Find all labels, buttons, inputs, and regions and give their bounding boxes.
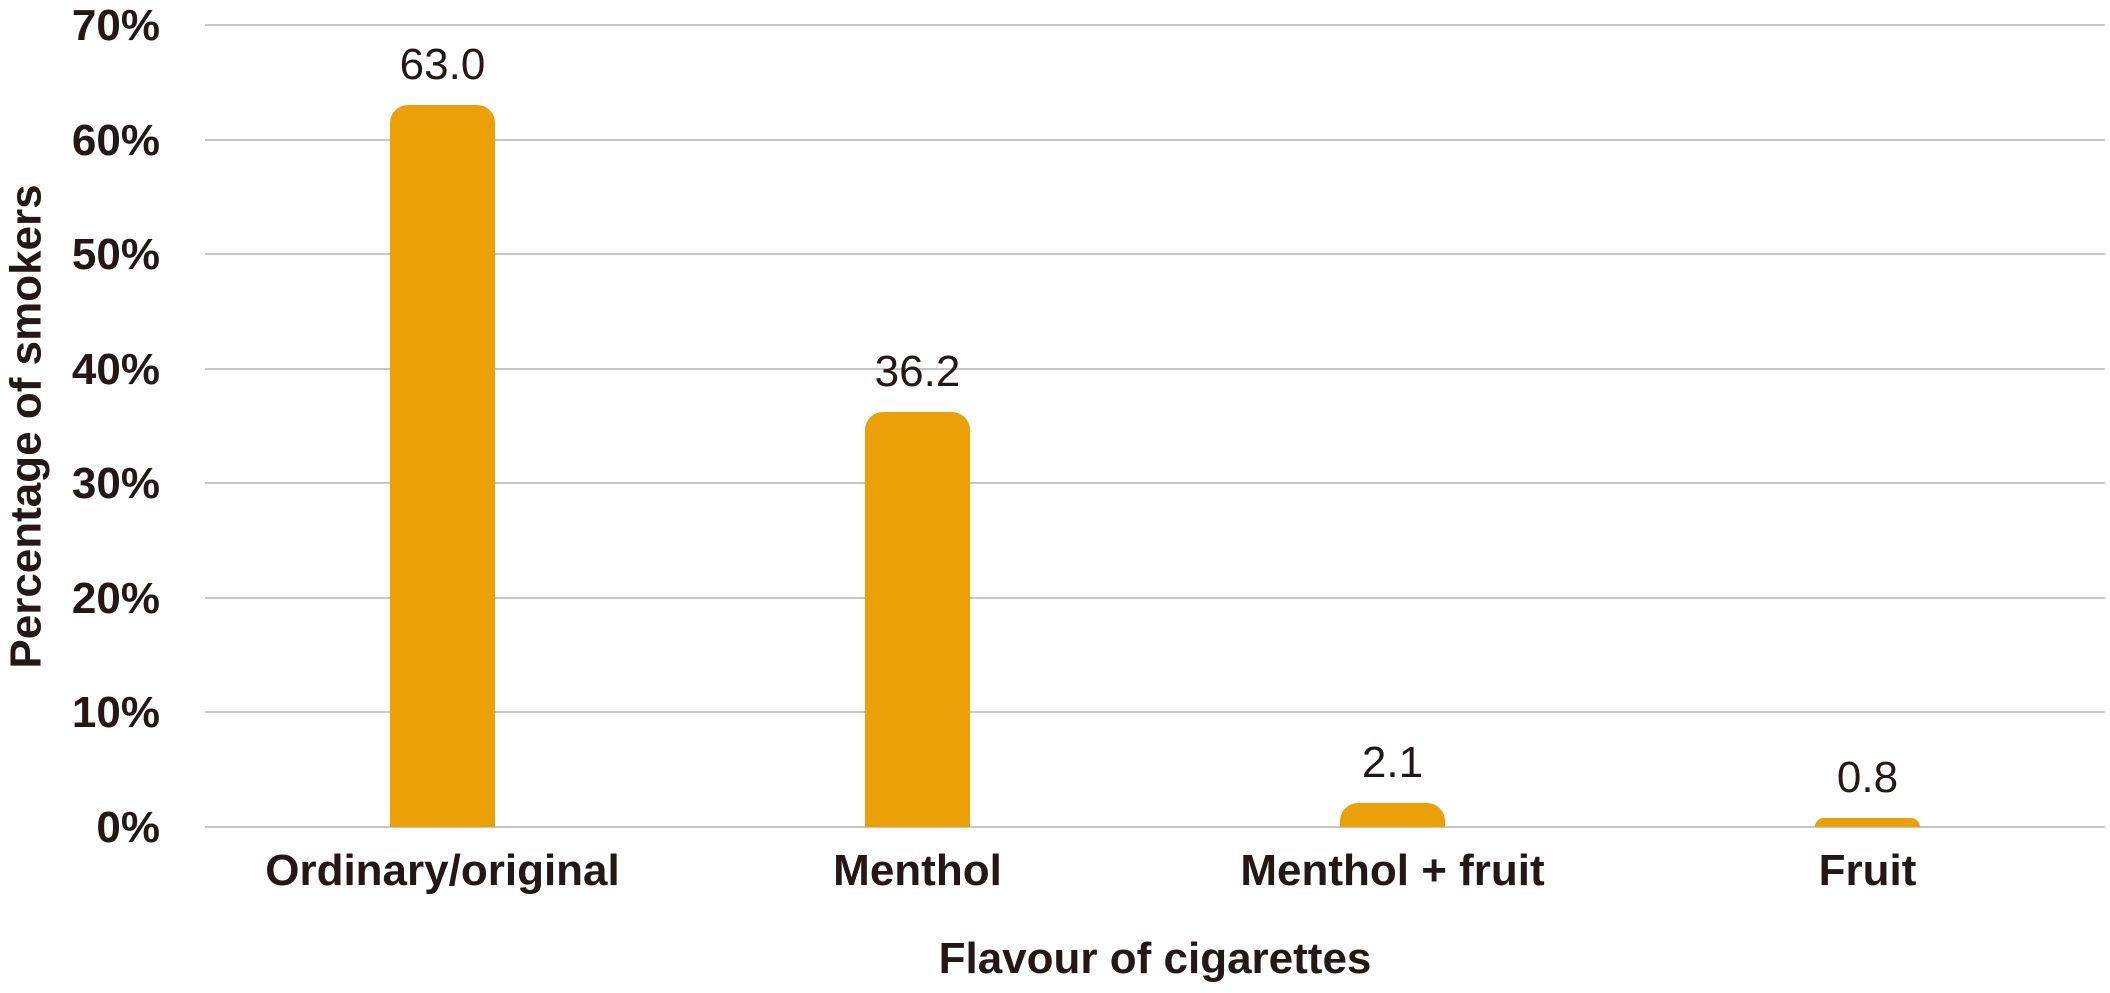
y-tick-label: 70%	[71, 1, 160, 50]
y-tick-label: 40%	[71, 344, 160, 394]
bar-menthol-fruit	[1340, 802, 1445, 827]
bar-value-label: 63.0	[399, 40, 486, 90]
gridline	[205, 367, 2105, 370]
x-category-label: Ordinary/original	[265, 846, 620, 895]
gridline	[205, 253, 2105, 256]
gridline	[205, 711, 2105, 714]
y-tick-label: 10%	[71, 688, 160, 738]
gridline	[205, 24, 2105, 26]
x-axis-title: Flavour of cigarettes	[938, 934, 1372, 983]
bar-fruit	[1815, 817, 1920, 827]
bar-value-label: 2.1	[1361, 737, 1424, 787]
bar-menthol	[865, 412, 970, 827]
y-tick-label: 60%	[71, 115, 160, 165]
y-tick-label: 20%	[71, 573, 160, 623]
bar-value-label: 0.8	[1836, 752, 1899, 802]
gridline	[205, 482, 2105, 485]
bar-ordinary-original	[390, 105, 495, 827]
y-tick-label: 0%	[96, 803, 160, 852]
x-category-label: Menthol	[833, 846, 1002, 895]
bar-value-label: 36.2	[874, 347, 961, 397]
gridline	[205, 138, 2105, 141]
gridline	[205, 596, 2105, 599]
y-tick-label: 50%	[71, 230, 160, 280]
y-tick-label: 30%	[71, 459, 160, 509]
x-category-label: Menthol + fruit	[1240, 846, 1545, 895]
gridline	[205, 826, 2105, 828]
x-category-label: Fruit	[1818, 846, 1917, 895]
